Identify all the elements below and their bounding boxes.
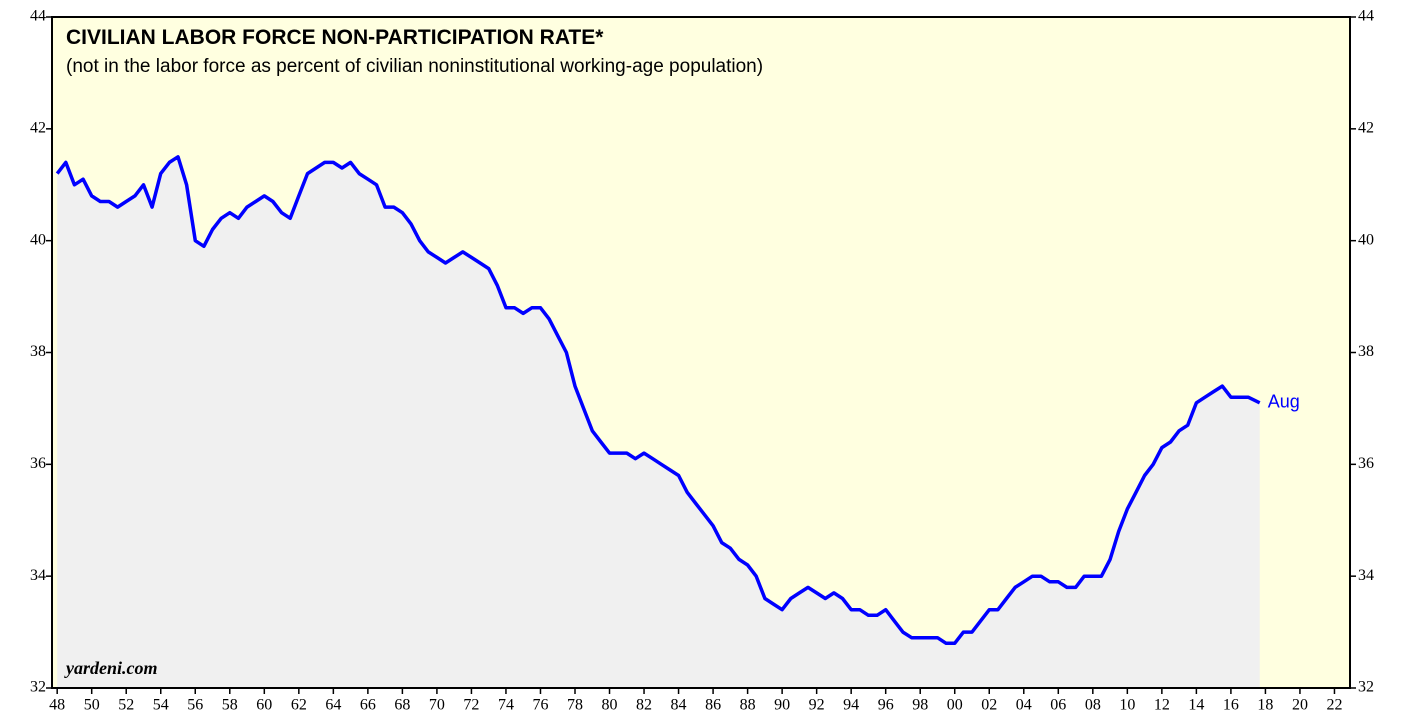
- x-tick-label: 70: [429, 697, 445, 714]
- x-tick-label: 74: [498, 697, 514, 714]
- x-tick-label: 90: [774, 697, 790, 714]
- y-tick-label-right: 34: [1358, 567, 1374, 584]
- y-tick-label-right: 44: [1358, 8, 1374, 25]
- chart-title: CIVILIAN LABOR FORCE NON-PARTICIPATION R…: [66, 26, 604, 49]
- x-tick-label: 22: [1326, 697, 1342, 714]
- y-tick-label-right: 38: [1358, 343, 1374, 360]
- x-tick-label: 68: [394, 697, 410, 714]
- x-tick-label: 92: [809, 697, 825, 714]
- y-tick-label-right: 32: [1358, 679, 1374, 696]
- x-tick-label: 18: [1257, 697, 1273, 714]
- y-tick-label: 32: [30, 679, 46, 696]
- x-tick-label: 96: [878, 697, 894, 714]
- x-tick-label: 14: [1188, 697, 1204, 714]
- x-tick-label: 08: [1085, 697, 1101, 714]
- x-tick-label: 06: [1050, 697, 1066, 714]
- x-tick-label: 62: [291, 697, 307, 714]
- y-tick-label-right: 40: [1358, 231, 1374, 248]
- x-tick-label: 58: [222, 697, 238, 714]
- source: yardeni.com: [64, 658, 158, 678]
- x-tick-label: 52: [118, 697, 134, 714]
- x-tick-label: 02: [981, 697, 997, 714]
- x-tick-label: 76: [532, 697, 548, 714]
- y-tick-label: 34: [30, 567, 46, 584]
- x-tick-label: 80: [602, 697, 618, 714]
- area: [57, 156, 1260, 689]
- y-tick-label: 40: [30, 231, 46, 248]
- x-tick-label: 82: [636, 697, 652, 714]
- y-tick-label: 42: [30, 120, 46, 137]
- chart-subtitle: (not in the labor force as percent of ci…: [66, 56, 763, 77]
- x-tick-label: 66: [360, 697, 376, 714]
- x-tick-label: 84: [671, 697, 687, 714]
- x-tick-label: 48: [49, 697, 65, 714]
- x-tick-label: 98: [912, 697, 928, 714]
- x-tick-label: 10: [1119, 697, 1135, 714]
- y-tick-label: 44: [30, 8, 46, 25]
- x-tick-label: 50: [84, 697, 100, 714]
- x-tick-label: 56: [187, 697, 203, 714]
- x-tick-label: 64: [325, 697, 341, 714]
- line: [55, 155, 1261, 646]
- x-tick-label: 88: [740, 697, 756, 714]
- y-tick-label: 36: [30, 455, 46, 472]
- x-tick-label: 20: [1292, 697, 1308, 714]
- y-tick-label-right: 42: [1358, 120, 1374, 137]
- x-tick-label: 00: [947, 697, 963, 714]
- x-tick-label: 04: [1016, 697, 1032, 714]
- x-tick-label: 78: [567, 697, 583, 714]
- x-tick-label: 16: [1223, 697, 1239, 714]
- x-tick-label: 12: [1154, 697, 1170, 714]
- x-tick-label: 94: [843, 697, 859, 714]
- annotation: Aug: [1268, 392, 1300, 412]
- x-tick-label: 54: [153, 697, 169, 714]
- y-tick-label-right: 36: [1358, 455, 1374, 472]
- x-tick-label: 86: [705, 697, 721, 714]
- x-tick-label: 72: [463, 697, 479, 714]
- y-tick-label: 38: [30, 343, 46, 360]
- x-tick-label: 60: [256, 697, 272, 714]
